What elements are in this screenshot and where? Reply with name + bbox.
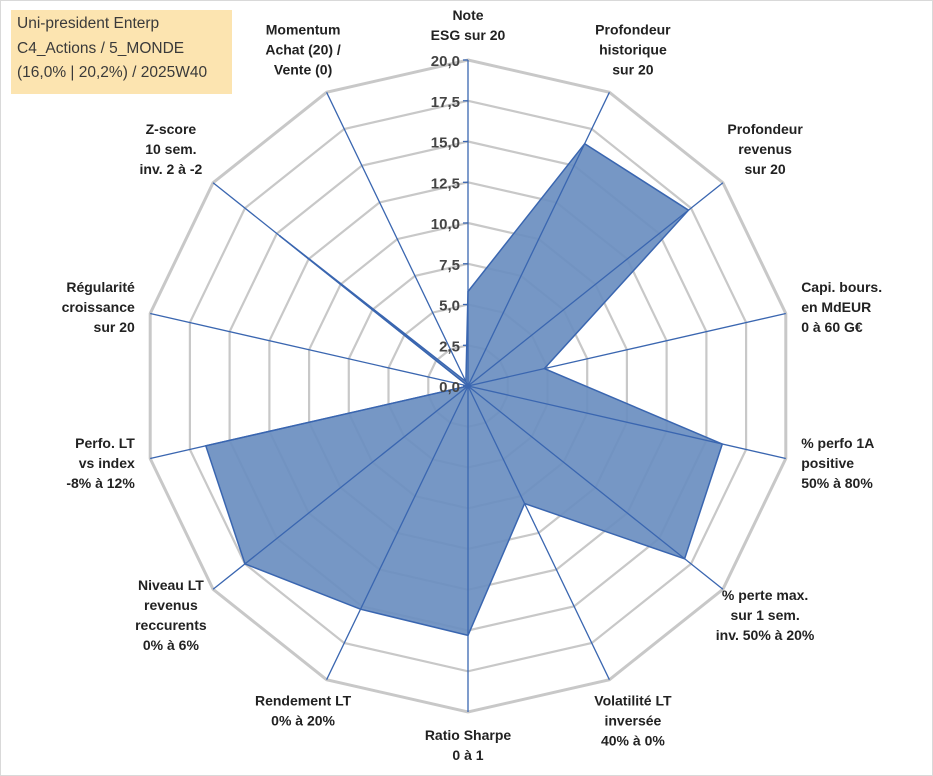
axis-label: Rendement LT 0% à 20% xyxy=(255,692,352,728)
axis-label-line: sur 1 sem. xyxy=(730,607,799,623)
axis-label: Volatilité LT inversée 40% à 0% xyxy=(594,692,672,748)
title-line-1: Uni-president Enterp xyxy=(17,15,160,32)
axis-label-line: Achat (20) / xyxy=(265,42,341,58)
axis-label: Profondeur revenus sur 20 xyxy=(727,121,803,177)
axis-label-line: Profondeur xyxy=(595,22,671,38)
axis-label-line: Volatilité LT xyxy=(594,692,672,708)
axis-label-line: en MdEUR xyxy=(801,299,871,315)
axis-label-line: Note xyxy=(452,7,483,23)
axis-label-line: inv. 2 à -2 xyxy=(140,161,203,177)
axis-label-line: Capi. bours. xyxy=(801,279,882,295)
axis-label-line: croissance xyxy=(62,299,135,315)
axis-label-line: sur 20 xyxy=(94,319,135,335)
axis-label-line: 10 sem. xyxy=(145,141,196,157)
axis-label: Niveau LT revenus reccurents 0% à 6% xyxy=(135,577,207,653)
title-line-3: (16,0% | 20,2%) / 2025W40 xyxy=(17,64,208,81)
axis-label-line: revenus xyxy=(144,597,198,613)
tick-label: 20,0 xyxy=(431,53,460,70)
tick-label: 0,0 xyxy=(439,379,460,396)
axis-label: Capi. bours. en MdEUR 0 à 60 G€ xyxy=(801,279,882,335)
axis-label-line: Régularité xyxy=(66,279,135,295)
axis-label-line: positive xyxy=(801,455,854,471)
axis-label: Note ESG sur 20 xyxy=(431,7,506,43)
axis-spoke xyxy=(467,385,786,460)
axis-spoke xyxy=(467,312,786,387)
axis-label-line: sur 20 xyxy=(744,161,785,177)
title-box: Uni-president Enterp C4_Actions / 5_MOND… xyxy=(11,10,232,94)
axis-label-line: 50% à 80% xyxy=(801,475,873,491)
axis-label-line: Profondeur xyxy=(727,121,803,137)
axis-spoke xyxy=(150,385,469,460)
tick-label: 7,5 xyxy=(439,257,460,274)
axis-label: % perfo 1A positive 50% à 80% xyxy=(801,435,874,491)
tick-label: 2,5 xyxy=(439,338,460,355)
axis-label-line: 0 à 1 xyxy=(452,747,483,763)
axis-label-line: Z-score xyxy=(146,121,197,137)
tick-layer: 0,0 2,5 5,0 7,5 10,0 12,5 15,0 17,5 20,0 xyxy=(431,53,468,396)
axis-spoke xyxy=(326,385,469,680)
axis-label: Ratio Sharpe 0 à 1 xyxy=(425,727,512,763)
axis-spoke xyxy=(467,182,724,387)
spoke-layer xyxy=(150,60,786,712)
axis-spoke xyxy=(467,385,724,590)
axis-spoke xyxy=(212,385,469,590)
axis-label-line: inv. 50% à 20% xyxy=(716,627,815,643)
axis-label-line: inversée xyxy=(604,712,661,728)
tick-label: 5,0 xyxy=(439,298,460,315)
axis-spoke xyxy=(467,385,610,680)
axis-label-line: reccurents xyxy=(135,617,207,633)
axis-label-line: % perte max. xyxy=(722,587,808,603)
title-line-2: C4_Actions / 5_MONDE xyxy=(17,39,185,57)
axis-label-line: % perfo 1A xyxy=(801,435,874,451)
axis-label-line: 0% à 20% xyxy=(271,712,335,728)
axis-spoke xyxy=(150,312,469,387)
axis-label-line: Perfo. LT xyxy=(75,435,135,451)
axis-spoke xyxy=(212,182,469,387)
axis-label-line: ESG sur 20 xyxy=(431,27,506,43)
axis-label-line: Ratio Sharpe xyxy=(425,727,512,743)
axis-label: % perte max. sur 1 sem. inv. 50% à 20% xyxy=(716,587,815,643)
axis-label-line: sur 20 xyxy=(612,62,653,78)
axis-label-line: -8% à 12% xyxy=(66,475,135,491)
axis-label-line: Vente (0) xyxy=(274,62,332,78)
axis-label: Profondeur historique sur 20 xyxy=(595,22,671,78)
axis-label: Momentum Achat (20) / Vente (0) xyxy=(265,22,341,78)
axis-label-line: Momentum xyxy=(266,22,341,38)
axis-label: Z-score 10 sem. inv. 2 à -2 xyxy=(140,121,203,177)
tick-label: 15,0 xyxy=(431,135,460,152)
axis-label-line: revenus xyxy=(738,141,792,157)
label-layer: Note ESG sur 20 Profondeur historique sur 20… xyxy=(62,7,882,763)
tick-label: 12,5 xyxy=(431,175,460,192)
axis-label-line: vs index xyxy=(79,455,135,471)
axis-label-line: 0 à 60 G€ xyxy=(801,319,863,335)
tick-label: 17,5 xyxy=(431,94,460,111)
tick-label: 10,0 xyxy=(431,216,460,233)
axis-spoke xyxy=(467,92,610,387)
axis-label: Régularité croissance sur 20 xyxy=(62,279,135,335)
axis-label-line: Niveau LT xyxy=(138,577,204,593)
axis-label-line: historique xyxy=(599,42,667,58)
axis-spoke xyxy=(326,92,469,387)
axis-label: Perfo. LT vs index -8% à 12% xyxy=(66,435,135,491)
axis-label-line: 0% à 6% xyxy=(143,637,200,653)
axis-label-line: 40% à 0% xyxy=(601,732,665,748)
axis-label-line: Rendement LT xyxy=(255,692,352,708)
